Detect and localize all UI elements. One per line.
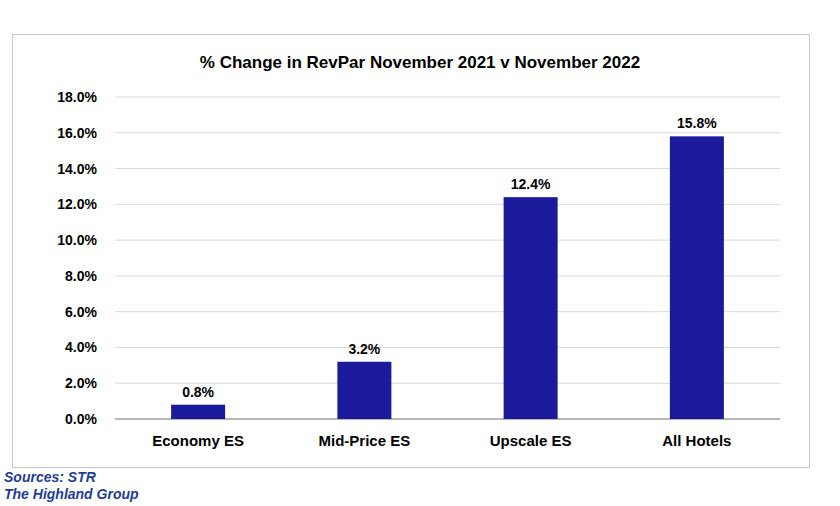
x-tick-label: Upscale ES [490,432,572,449]
grid-line [115,132,780,133]
x-tick-label: Economy ES [152,432,244,449]
bar [504,197,558,419]
y-tick-label: 16.0% [57,125,97,141]
y-tick-label: 14.0% [57,161,97,177]
data-label: 15.8% [677,115,717,131]
data-label: 3.2% [348,341,380,357]
data-label: 12.4% [511,176,551,192]
y-tick-label: 4.0% [65,339,97,355]
y-tick-label: 12.0% [57,196,97,212]
y-tick-label: 6.0% [65,304,97,320]
chart: % Change in RevPar November 2021 v Novem… [0,0,840,506]
y-tick-label: 0.0% [65,411,97,427]
y-axis-line [115,97,116,419]
y-tick-label: 10.0% [57,232,97,248]
frame [13,35,810,468]
y-tick-label: 2.0% [65,375,97,391]
grid-line [115,97,780,98]
bar [337,362,391,419]
x-tick-label: All Hotels [662,432,731,449]
bar [670,136,724,419]
data-label: 0.8% [182,384,214,400]
y-tick-label: 18.0% [57,89,97,105]
x-tick-label: Mid-Price ES [319,432,411,449]
title: % Change in RevPar November 2021 v Novem… [200,53,640,72]
y-tick-label: 8.0% [65,268,97,284]
source-note: The Highland Group [4,486,139,502]
bar [171,405,225,419]
source-note: Sources: STR [4,469,97,485]
